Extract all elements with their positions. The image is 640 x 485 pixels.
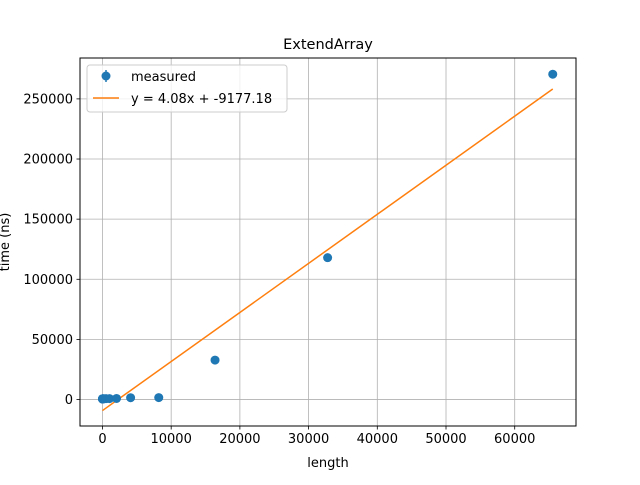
x-tick-label: 10000 xyxy=(150,432,191,447)
y-tick-label: 150000 xyxy=(23,213,73,228)
x-tick-label: 30000 xyxy=(288,432,329,447)
legend-label-fit: y = 4.08x + -9177.18 xyxy=(131,92,272,107)
fit-line xyxy=(102,88,554,412)
ticks: 0 10000 20000 30000 40000 50000 60000 0 50000 100… xyxy=(23,92,535,447)
series-layer xyxy=(97,69,558,412)
legend-point xyxy=(101,71,111,81)
x-tick-label: 60000 xyxy=(494,432,535,447)
data-point xyxy=(112,393,122,403)
data-point xyxy=(323,253,333,263)
y-tick-label: 100000 xyxy=(23,273,73,288)
y-tick-label: 200000 xyxy=(23,153,73,168)
legend-box xyxy=(86,64,288,113)
y-axis-label: time (ns) xyxy=(0,213,13,272)
plot-frame xyxy=(79,57,577,427)
legend-marker-measured xyxy=(101,70,111,82)
y-tick-label: 0 xyxy=(65,393,73,408)
x-axis-label: length xyxy=(307,456,348,471)
data-point xyxy=(210,355,220,365)
legend: measured y = 4.08x + -9177.18 xyxy=(86,64,288,113)
y-tick-label: 250000 xyxy=(23,92,73,107)
chart-title: ExtendArray xyxy=(283,37,373,53)
data-point xyxy=(154,393,164,403)
x-tick-label: 50000 xyxy=(425,432,466,447)
data-point xyxy=(548,69,558,79)
x-tick-label: 0 xyxy=(98,432,106,447)
x-tick-label: 20000 xyxy=(219,432,260,447)
x-tick-label: 40000 xyxy=(357,432,398,447)
legend-label-measured: measured xyxy=(131,70,196,85)
data-point xyxy=(105,394,115,404)
y-tick-label: 50000 xyxy=(32,333,73,348)
data-point xyxy=(126,393,136,403)
